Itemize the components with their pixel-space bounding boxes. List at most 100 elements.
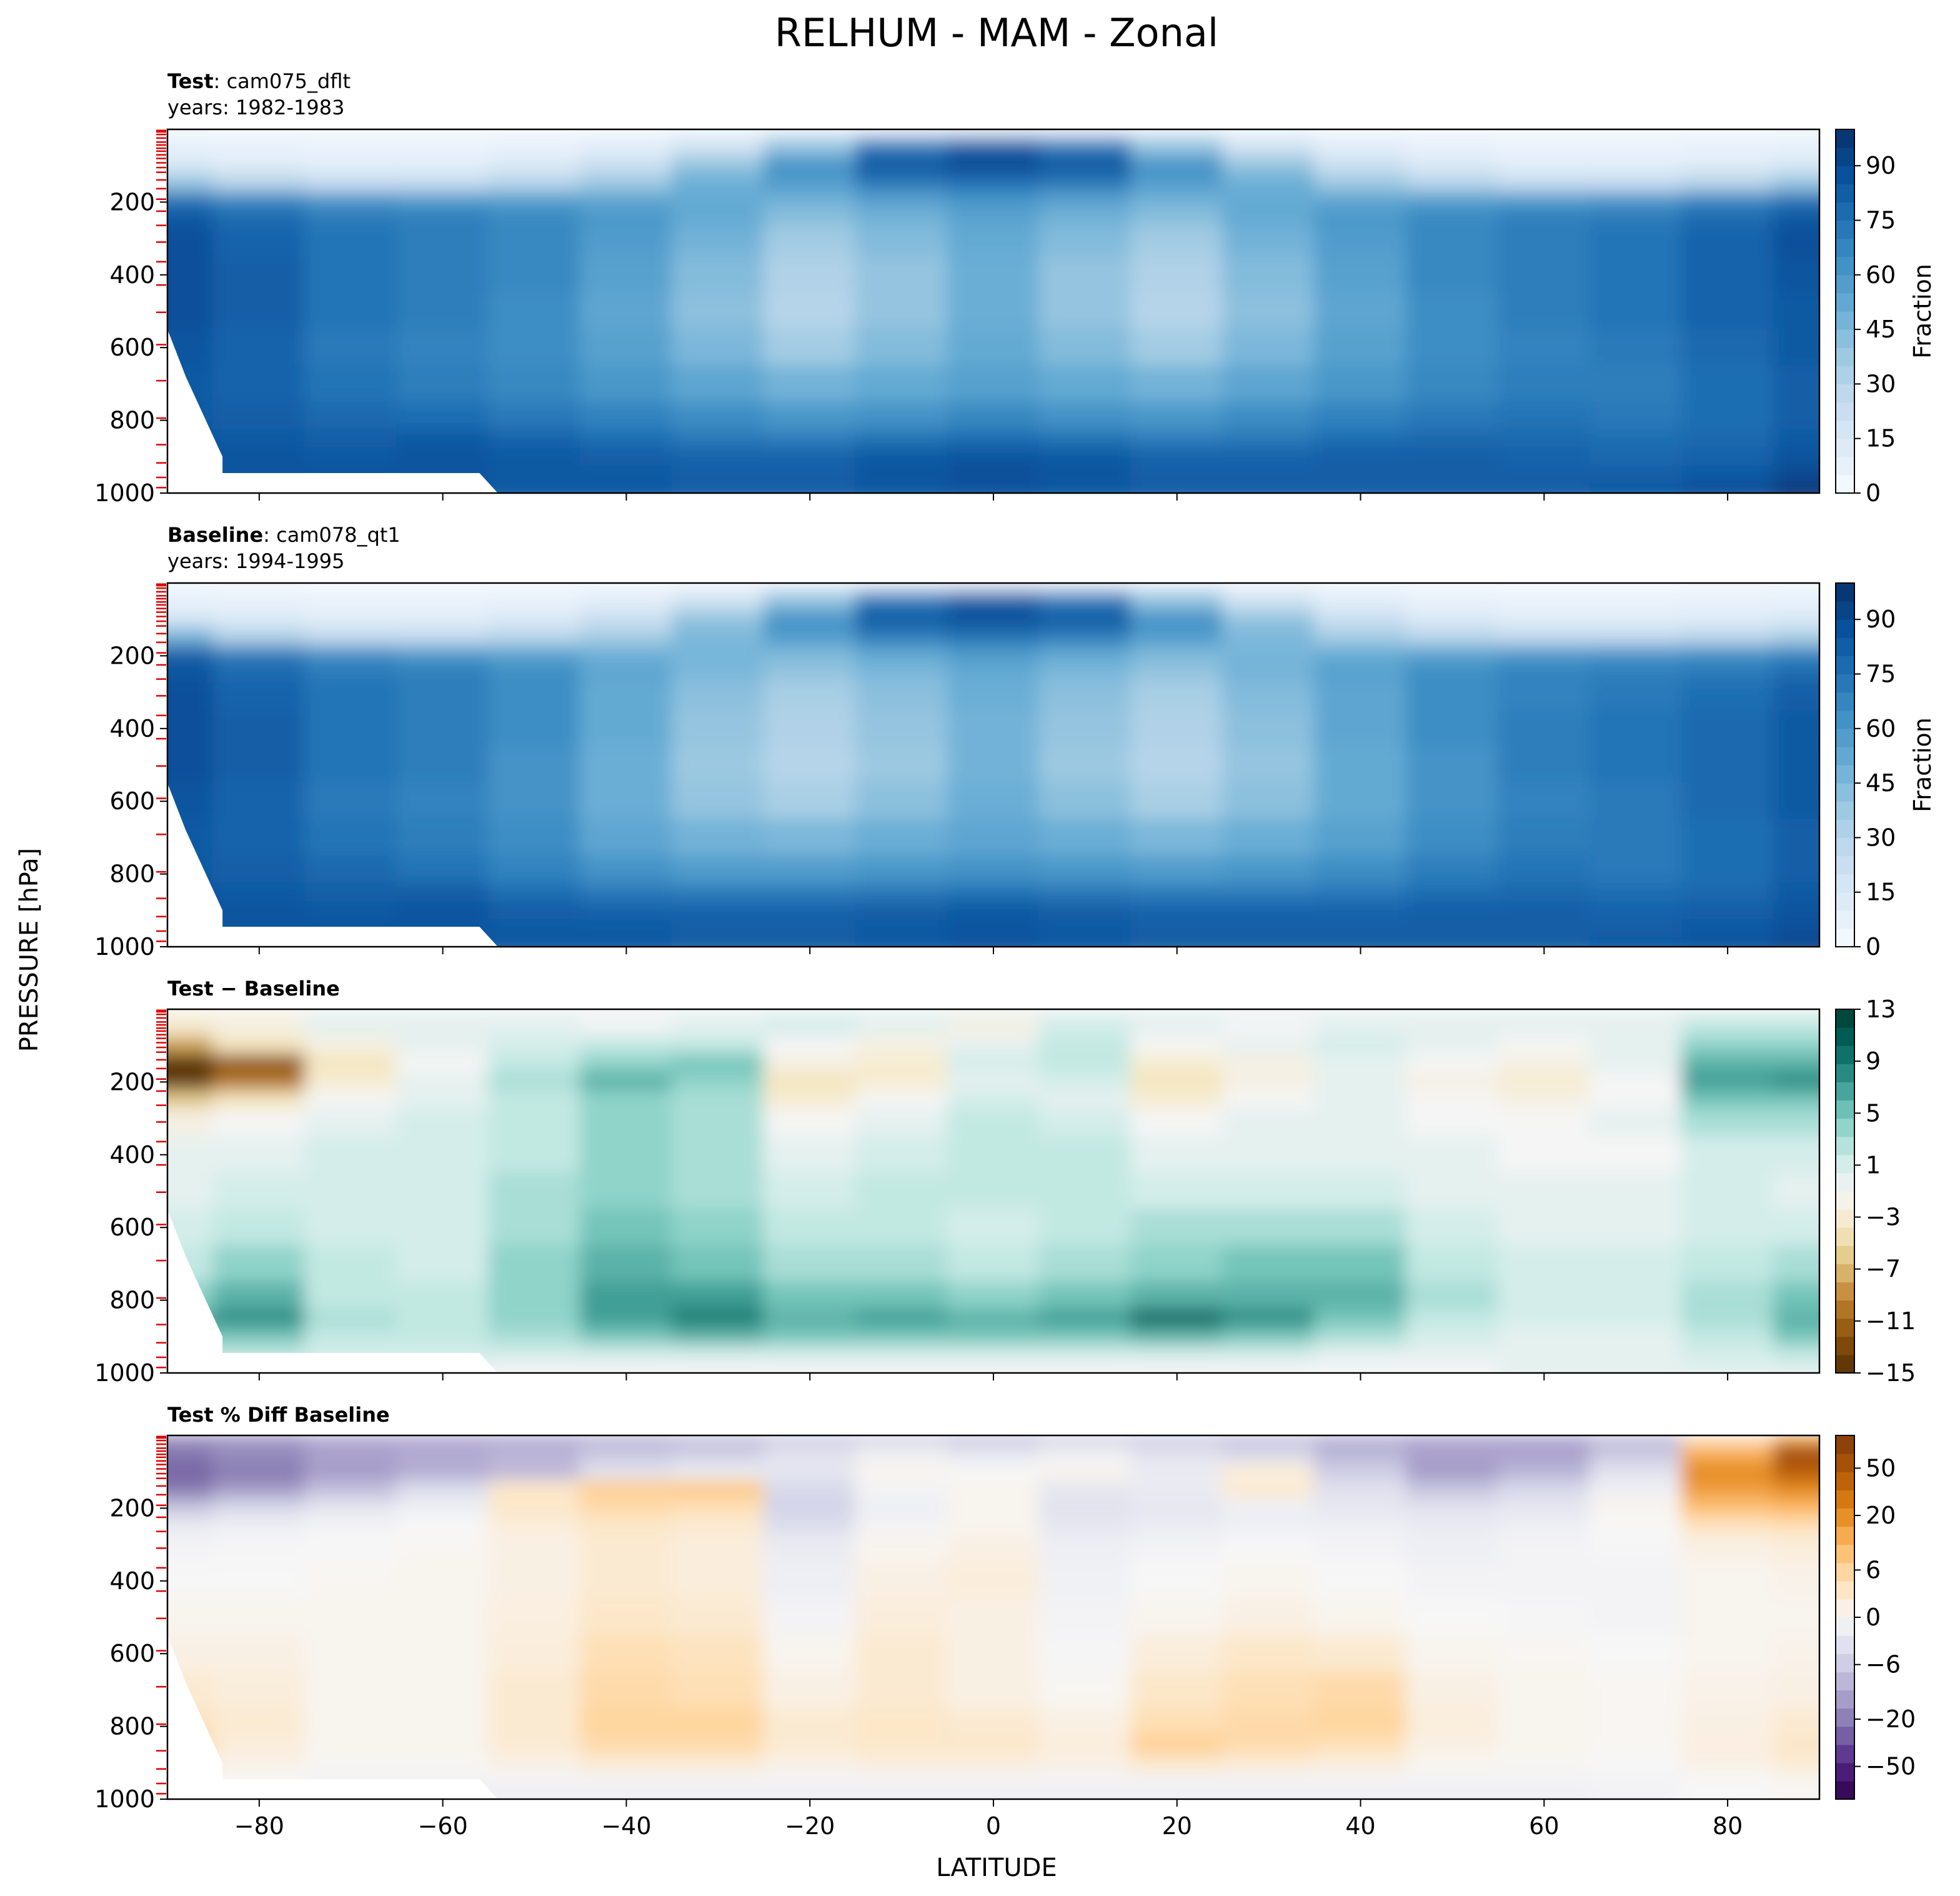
- data-cell: [1406, 1707, 1499, 1737]
- data-cell: [1222, 1562, 1316, 1600]
- data-cell: [1038, 292, 1132, 331]
- percent-diff-plot-area: [167, 1435, 1819, 1799]
- data-cell: [212, 1498, 306, 1518]
- data-cell: [1406, 174, 1499, 194]
- data-cell: [855, 882, 948, 902]
- data-cell: [212, 709, 306, 747]
- baseline-title-bold: Baseline: [167, 523, 263, 547]
- data-cell: [1497, 1072, 1591, 1092]
- data-cell: [947, 1209, 1040, 1247]
- data-cell: [671, 855, 765, 884]
- data-cell: [1406, 919, 1499, 939]
- data-cell: [488, 1498, 581, 1518]
- colorbar-segment: [1836, 1780, 1854, 1800]
- x-tick-label: 20: [1162, 1812, 1192, 1840]
- data-cell: [1314, 129, 1407, 139]
- data-cell: [1589, 1309, 1683, 1329]
- data-cell: [580, 627, 673, 647]
- data-cell: [1130, 627, 1224, 647]
- data-cell: [304, 137, 398, 157]
- data-cell: [947, 1462, 1040, 1482]
- data-cell: [947, 1017, 1040, 1037]
- data-cell: [1497, 329, 1591, 367]
- data-cell: [212, 210, 306, 231]
- data-cell: [212, 1598, 306, 1637]
- data-cell: [1222, 256, 1316, 294]
- data-cell: [1497, 1435, 1591, 1445]
- data-cell: [1589, 746, 1683, 784]
- data-cell: [947, 1281, 1040, 1310]
- data-cell: [212, 1671, 306, 1709]
- data-cell: [1222, 1363, 1316, 1373]
- data-cell: [488, 609, 581, 629]
- data-cell: [488, 1072, 581, 1092]
- data-cell: [1130, 1444, 1224, 1464]
- data-cell: [855, 1707, 948, 1737]
- colorbar-segment: [1836, 1726, 1854, 1745]
- data-cell: [947, 329, 1040, 367]
- data-cell: [1773, 627, 1819, 647]
- colorbar-segment: [1836, 1118, 1854, 1137]
- data-cell: [1773, 1281, 1819, 1310]
- data-cell: [1222, 709, 1316, 747]
- data-cell: [1038, 746, 1132, 784]
- colorbar-tick-label: 30: [1866, 370, 1896, 397]
- data-cell: [1222, 782, 1316, 821]
- data-cell: [855, 782, 948, 821]
- data-cell: [1406, 401, 1499, 431]
- data-cell: [671, 156, 765, 176]
- data-cell: [1130, 1072, 1224, 1092]
- data-cell: [396, 1109, 490, 1137]
- y-tick-label: 200: [109, 1068, 155, 1095]
- test-colorbar-label: Fraction: [1909, 264, 1936, 359]
- x-tick-label: 40: [1345, 1812, 1375, 1840]
- data-cell: [947, 292, 1040, 331]
- data-cell: [1130, 1735, 1224, 1755]
- data-cell: [167, 256, 214, 294]
- data-cell: [855, 1735, 948, 1755]
- data-cell: [580, 782, 673, 821]
- x-tick-label: 80: [1713, 1812, 1743, 1840]
- data-cell: [488, 591, 581, 611]
- data-cell: [1497, 256, 1591, 294]
- data-cell: [212, 1109, 306, 1137]
- colorbar-segment: [1836, 637, 1854, 656]
- data-cell: [1314, 401, 1407, 431]
- data-cell: [947, 1090, 1040, 1110]
- data-cell: [1681, 229, 1774, 257]
- data-cell: [212, 447, 306, 467]
- data-cell: [212, 1462, 306, 1482]
- data-cell: [671, 937, 765, 947]
- data-cell: [580, 919, 673, 939]
- data-cell: [763, 1209, 857, 1247]
- data-cell: [580, 365, 673, 403]
- data-cell: [1222, 1707, 1316, 1737]
- data-cell: [1406, 1435, 1499, 1445]
- data-cell: [167, 1017, 214, 1037]
- data-cell: [1130, 1753, 1224, 1773]
- data-cell: [855, 819, 948, 857]
- data-cell: [580, 1480, 673, 1500]
- data-cell: [855, 429, 948, 449]
- data-cell: [167, 627, 214, 647]
- data-cell: [1222, 210, 1316, 231]
- data-cell: [304, 1209, 398, 1247]
- data-cell: [1497, 174, 1591, 194]
- colorbar-segment: [1836, 220, 1854, 239]
- data-cell: [304, 292, 398, 331]
- data-cell: [855, 1635, 948, 1673]
- data-cell: [304, 1017, 398, 1037]
- data-cell: [1038, 937, 1132, 947]
- data-cell: [212, 1054, 306, 1074]
- colorbar-segment: [1836, 1762, 1854, 1782]
- data-cell: [1497, 664, 1591, 684]
- data-cell: [212, 129, 306, 139]
- data-cell: [212, 1135, 306, 1174]
- data-cell: [167, 1498, 214, 1518]
- data-cell: [304, 746, 398, 784]
- data-cell: [488, 746, 581, 784]
- percent-diff-title: Test % Diff Baseline: [167, 1403, 390, 1427]
- data-cell: [488, 919, 581, 939]
- data-cell: [1406, 1054, 1499, 1074]
